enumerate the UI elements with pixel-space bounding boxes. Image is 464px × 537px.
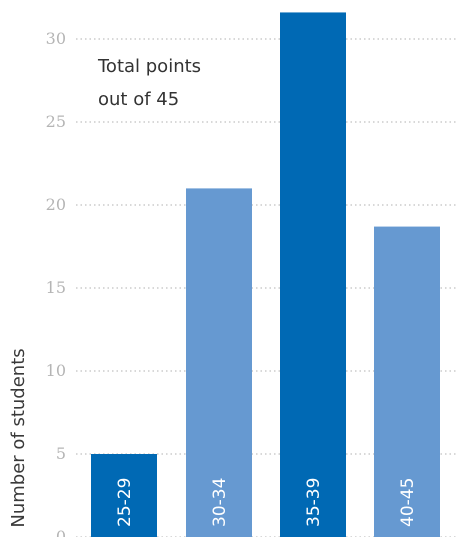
y-tick-label: 25 [46, 112, 66, 131]
bar-40-45 [374, 226, 440, 537]
y-tick-label: 0 [56, 527, 66, 537]
y-axis-ticks: 0 5 10 15 20 25 30 [46, 29, 66, 537]
bar-label-30-34: 30-34 [210, 478, 230, 527]
bar-25-29 [91, 454, 157, 537]
bar-label-25-29: 25-29 [115, 478, 135, 527]
bar-30-34 [186, 188, 252, 537]
bar-label-40-45: 40-45 [398, 478, 418, 527]
bars [91, 12, 440, 537]
y-tick-label: 30 [46, 29, 66, 48]
y-tick-label: 20 [46, 195, 66, 214]
bar-labels: 25-29 30-34 35-39 40-45 [115, 478, 418, 527]
bar-label-35-39: 35-39 [304, 478, 324, 527]
y-tick-label: 15 [46, 278, 66, 297]
y-axis-label: Number of students [8, 348, 29, 527]
y-tick-label: 10 [46, 361, 66, 380]
bar-35-39 [280, 12, 346, 537]
annotation-line-2: out of 45 [98, 89, 179, 110]
y-tick-label: 5 [56, 444, 66, 463]
annotation-line-1: Total points [97, 56, 201, 77]
